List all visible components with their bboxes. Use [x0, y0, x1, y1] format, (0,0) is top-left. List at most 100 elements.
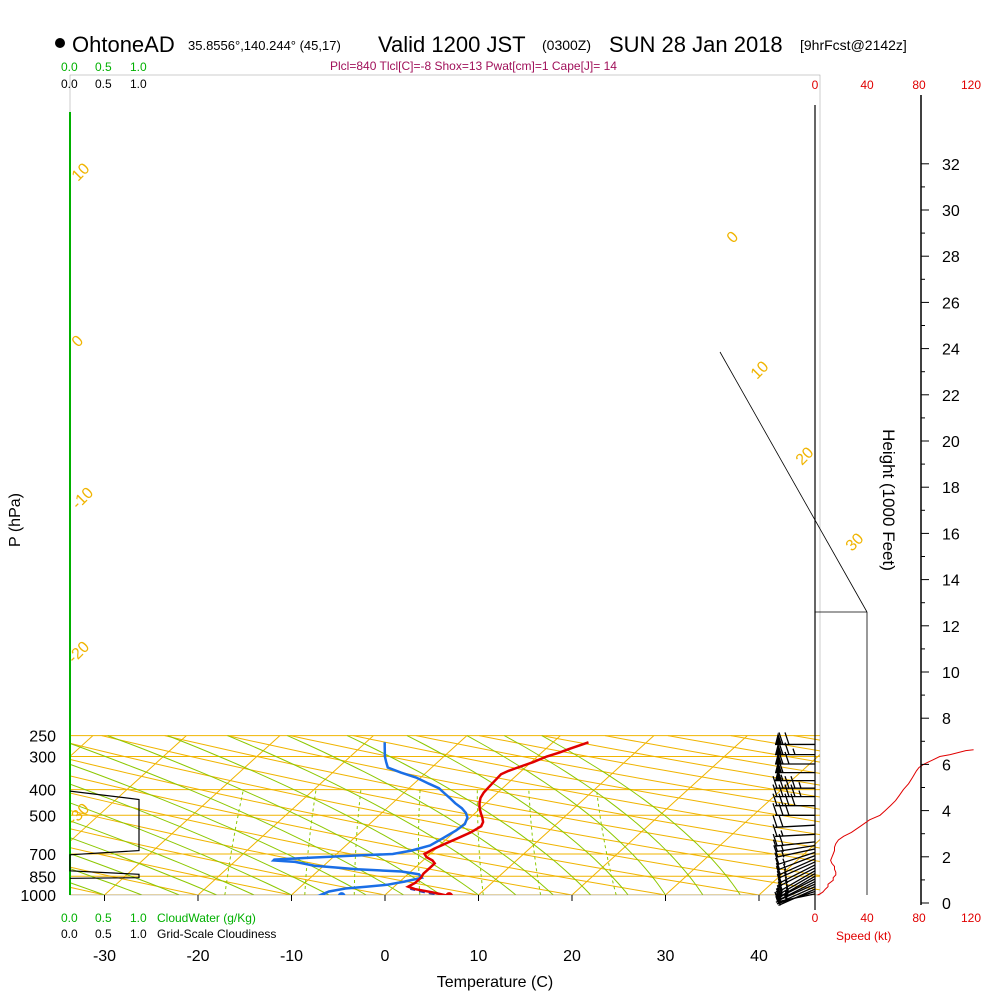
barb-shaft: [775, 833, 816, 838]
background-lines: 1 2 3 5 8 12 20: [0, 735, 1000, 916]
isotherm-line: [853, 736, 1000, 895]
speed-tick-top: 40: [860, 78, 874, 92]
barb-full-flag: [790, 784, 796, 797]
pressure-tick-label: 500: [29, 808, 56, 825]
height-tick-label: 0: [942, 896, 951, 913]
cloudiness-tick-top: 0.0: [61, 77, 78, 91]
barb-full-flag: [772, 833, 778, 847]
dry-adiabat-line: [101, 735, 820, 877]
mixing-ratio-label: 8: [487, 901, 494, 916]
isotherm-line: [478, 735, 655, 895]
pressure-tick-label: 400: [29, 783, 56, 800]
barb-full-flag: [777, 884, 783, 897]
barb-pennant: [775, 732, 782, 745]
station-name: OhtoneAD: [72, 32, 175, 57]
dry-adiabat-label: 30: [843, 530, 868, 555]
tropopause-line: [719, 351, 868, 613]
barb-full-flag: [784, 751, 790, 765]
barb-full-flag: [778, 742, 784, 755]
barb-full-flag: [778, 815, 784, 828]
barb-half-flag: [783, 871, 788, 879]
height-axis-title: Height (1000 Feet): [879, 429, 898, 571]
barb-full-flag: [784, 793, 790, 806]
dry-adiabat-line: [70, 742, 820, 891]
wind-barb: [772, 833, 816, 847]
cloudiness-tick-bottom: 0.0: [61, 927, 78, 941]
dry-adiabat-line: [70, 866, 199, 895]
station-coords: 35.8556°,140.244° (45,17): [188, 38, 341, 53]
moist-adiabat-line: [70, 837, 217, 895]
temperature-line: [405, 741, 589, 895]
barb-full-flag: [778, 751, 784, 765]
wind-barb: [775, 742, 815, 756]
mixing-ratio-line: [596, 789, 617, 895]
moist-adiabat-line: [406, 735, 629, 895]
cloudwater-tick-top: 0.0: [61, 60, 78, 74]
moist-adiabat-line: [70, 853, 180, 895]
dry-adiabat-line: [70, 828, 386, 895]
height-tick-label: 14: [942, 573, 960, 590]
height-tick-label: 32: [942, 157, 960, 174]
barb-shaft: [779, 867, 816, 887]
barb-half-flag: [780, 845, 785, 852]
cloudwater-tick-top: 1.0: [130, 60, 147, 74]
valid-time: Valid 1200 JST: [378, 32, 526, 57]
barb-full-flag: [777, 881, 783, 894]
speed-tick-bottom: 0: [812, 911, 819, 925]
barb-shaft: [776, 851, 816, 866]
sounding-profiles: [270, 741, 589, 895]
temperature-tick-label: -10: [280, 948, 303, 965]
dry-adiabat-line: [70, 847, 292, 895]
barb-shaft: [775, 848, 816, 858]
barb-half-flag: [798, 781, 802, 789]
height-tick-label: 28: [942, 249, 960, 266]
dry-adiabat-label: 10: [69, 160, 94, 185]
cloudiness-tick-bottom: 0.5: [95, 927, 112, 941]
dry-adiabat-line: [416, 735, 820, 810]
y-axis-title: P (hPa): [7, 493, 24, 547]
dry-adiabat-line: [793, 735, 820, 741]
height-tick-label: 10: [942, 665, 960, 682]
mixing-ratio-label: 20: [620, 901, 634, 916]
dry-adiabat-line: [0, 736, 11, 895]
pressure-tick-label: 700: [29, 847, 56, 864]
moist-adiabat-line: [287, 735, 554, 895]
moist-adiabat-line: [541, 735, 741, 895]
barb-pennant: [775, 751, 782, 764]
speed-tick-top: 80: [912, 78, 926, 92]
height-tick-label: 4: [942, 804, 951, 821]
speed-tick-bottom: 80: [912, 911, 926, 925]
moist-adiabat-line: [70, 820, 255, 895]
wind-barb: [772, 803, 815, 816]
cloudiness-tick-bottom: 1.0: [130, 927, 147, 941]
barb-full-flag: [784, 775, 790, 789]
wind-barb: [772, 815, 816, 828]
pressure-tick-label: 850: [29, 869, 56, 886]
wind-barb: [772, 793, 815, 807]
valid-date: SUN 28 Jan 2018: [609, 32, 783, 57]
speed-axis-title: Speed (kt): [836, 929, 891, 943]
barb-full-flag: [784, 784, 790, 797]
barb-shaft: [775, 841, 816, 847]
moist-adiabat-line: [70, 783, 330, 895]
temperature-tick-label: 30: [657, 948, 675, 965]
height-tick-label: 18: [942, 480, 960, 497]
barb-shaft: [777, 855, 816, 871]
barb-full-flag: [778, 784, 784, 797]
header: OhtoneAD 35.8556°,140.244° (45,17) Valid…: [55, 32, 907, 73]
height-tick-label: 20: [942, 434, 960, 451]
wind-barb: [772, 784, 815, 798]
pressure-tick-label: 1000: [20, 888, 56, 905]
height-tick-label: 12: [942, 619, 960, 636]
cloudwater-tick-bottom: 1.0: [130, 911, 147, 925]
temperature-tick-label: -30: [93, 948, 116, 965]
barb-half-flag: [798, 790, 802, 797]
temperature-tick-label: 40: [750, 948, 768, 965]
indices-line: Plcl=840 Tlcl[C]=-8 Shox=13 Pwat[cm]=1 C…: [330, 59, 617, 73]
barb-half-flag: [792, 748, 796, 755]
wind-barb: [773, 845, 816, 858]
barb-half-flag: [781, 851, 785, 858]
height-tick-label: 22: [942, 388, 960, 405]
